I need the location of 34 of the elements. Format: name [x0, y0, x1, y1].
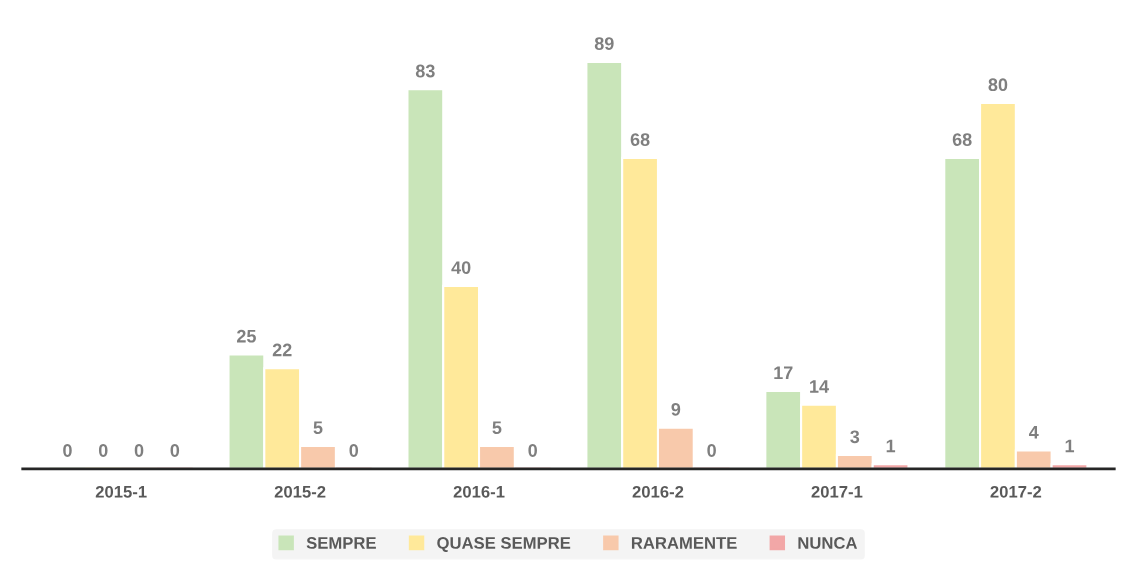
data-label: 5 [492, 421, 502, 435]
legend-label: NUNCA [798, 537, 858, 549]
data-label: 25 [237, 329, 256, 343]
x-tick-label: 2015-2 [274, 485, 326, 498]
data-label: 17 [774, 366, 793, 379]
data-label: 9 [671, 402, 681, 416]
legend-label: RARAMENTE [631, 537, 737, 549]
data-label: 0 [707, 444, 716, 457]
data-label: 3 [850, 430, 860, 444]
data-label: 1 [886, 439, 896, 453]
data-label: 80 [988, 78, 1008, 92]
data-label: 14 [810, 380, 829, 393]
data-label: 0 [528, 444, 537, 457]
data-label: 68 [630, 133, 650, 146]
data-label: 0 [134, 444, 144, 457]
data-label: 40 [451, 261, 471, 274]
data-label: 89 [594, 37, 614, 50]
x-tick-label: 2017-2 [990, 485, 1042, 498]
legend-label: QUASE SEMPRE [437, 537, 571, 552]
data-label: 1 [1065, 439, 1075, 453]
data-label: 0 [98, 444, 108, 457]
data-label: 0 [349, 444, 359, 457]
data-label: 5 [313, 421, 323, 435]
legend-label: SEMPRE [306, 537, 376, 549]
data-label: 4 [1028, 426, 1039, 439]
x-tick-label: 2017-1 [811, 485, 863, 498]
data-label: 83 [415, 64, 435, 78]
x-tick-label: 2015-1 [95, 485, 147, 498]
data-label: 0 [170, 444, 180, 457]
x-tick-label: 2016-1 [453, 485, 505, 498]
data-label: 0 [63, 444, 72, 457]
data-label: 22 [272, 343, 292, 357]
x-tick-label: 2016-2 [632, 485, 684, 498]
data-label: 68 [952, 133, 972, 146]
